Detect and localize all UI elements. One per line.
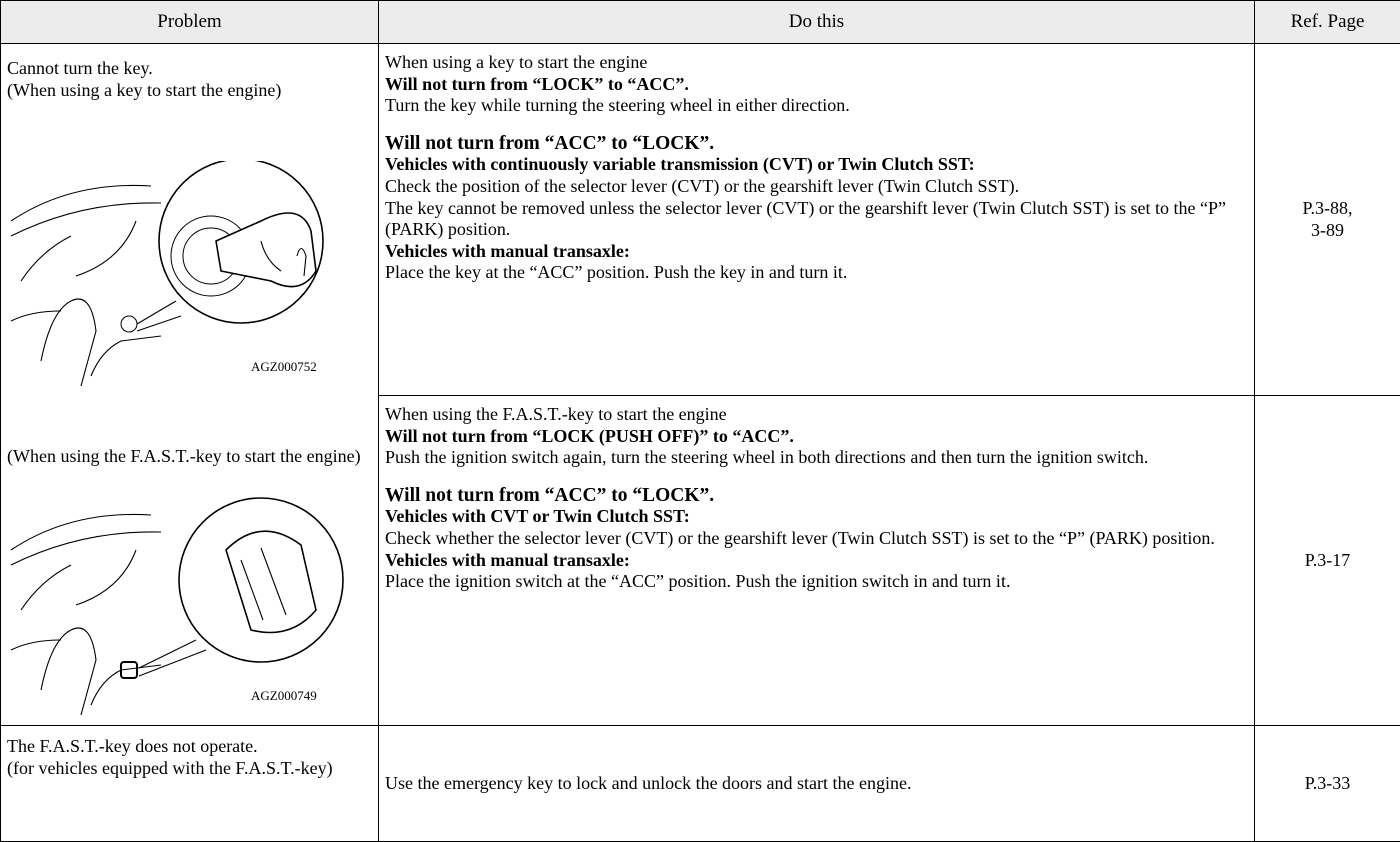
ref-page: P.3-33 [1261,773,1394,795]
problem-cell: (When using the F.A.S.T.-key to start th… [1,396,379,726]
figure-label: AGZ000752 [251,359,317,374]
action-text: Check the position of the selector lever… [385,176,1248,198]
line-art [41,299,96,386]
action-block: When using the F.A.S.T.-key to start the… [385,404,1248,469]
header-row: Problem Do this Ref. Page [1,1,1400,44]
ref-page: P.3-88, [1261,198,1394,220]
action-text: Place the key at the “ACC” position. Pus… [385,262,1248,284]
line-art [76,550,136,605]
table-row: The F.A.S.T.-key does not operate.(for v… [1,726,1400,842]
action-heading: Will not turn from “LOCK” to “ACC”. [385,74,1248,96]
line-art [137,301,181,331]
action-heading: Vehicles with manual transaxle: [385,550,1248,572]
header-cell: Do this [379,1,1255,44]
line-art [11,311,61,321]
problem-text: (When using the F.A.S.T.-key to start th… [7,446,372,468]
action-text: When using the F.A.S.T.-key to start the… [385,404,1248,426]
ref-cell: P.3-17 [1255,396,1400,726]
problem-cell: The F.A.S.T.-key does not operate.(for v… [1,726,379,842]
action-text: Place the ignition switch at the “ACC” p… [385,571,1248,593]
problem-cell: Cannot turn the key.(When using a key to… [1,44,379,396]
table-body: Cannot turn the key.(When using a key to… [1,44,1400,842]
action-heading: Will not turn from “ACC” to “LOCK”. [385,485,1248,507]
action-text: Check whether the selector lever (CVT) o… [385,528,1248,550]
figure-label: AGZ000749 [251,688,317,703]
action-block: Use the emergency key to lock and unlock… [385,773,1248,795]
action-heading: Vehicles with manual transaxle: [385,241,1248,263]
action-text: Turn the key while turning the steering … [385,95,1248,117]
action-heading: Will not turn from “LOCK (PUSH OFF)” to … [385,426,1248,448]
line-art [21,565,71,610]
action-block: Will not turn from “ACC” to “LOCK”.Vehic… [385,485,1248,593]
header-cell: Ref. Page [1255,1,1400,44]
action-heading: Vehicles with continuously variable tran… [385,154,1248,176]
ref-page: P.3-17 [1261,550,1394,572]
action-text: Push the ignition switch again, turn the… [385,447,1248,469]
action-text: When using a key to start the engine [385,52,1248,74]
action-text: The key cannot be removed unless the sel… [385,198,1248,241]
line-art [76,221,136,276]
table-row: (When using the F.A.S.T.-key to start th… [1,396,1400,726]
ref-cell: P.3-88,3-89 [1255,44,1400,396]
illustration: AGZ000752 [1,161,367,396]
header-cell: Problem [1,1,379,44]
line-art [41,628,96,715]
line-art [11,640,61,650]
action-heading: Will not turn from “ACC” to “LOCK”. [385,133,1248,155]
action-cell: Use the emergency key to lock and unlock… [379,726,1255,842]
line-art [21,236,71,281]
table-row: Cannot turn the key.(When using a key to… [1,44,1400,396]
line-art [139,640,206,676]
problem-text: (When using a key to start the engine) [7,80,372,102]
problem-text: The F.A.S.T.-key does not operate. [7,736,372,758]
problem-text: (for vehicles equipped with the F.A.S.T.… [7,758,372,780]
illustration: AGZ000749 [1,490,367,725]
action-heading: Vehicles with CVT or Twin Clutch SST: [385,506,1248,528]
action-text: Use the emergency key to lock and unlock… [385,773,1248,795]
line-art [91,336,161,376]
ref-page: 3-89 [1261,220,1394,242]
ref-cell: P.3-33 [1255,726,1400,842]
problem-text: Cannot turn the key. [7,58,372,80]
ignition [121,316,137,332]
action-cell: When using the F.A.S.T.-key to start the… [379,396,1255,726]
action-block: Will not turn from “ACC” to “LOCK”.Vehic… [385,133,1248,284]
